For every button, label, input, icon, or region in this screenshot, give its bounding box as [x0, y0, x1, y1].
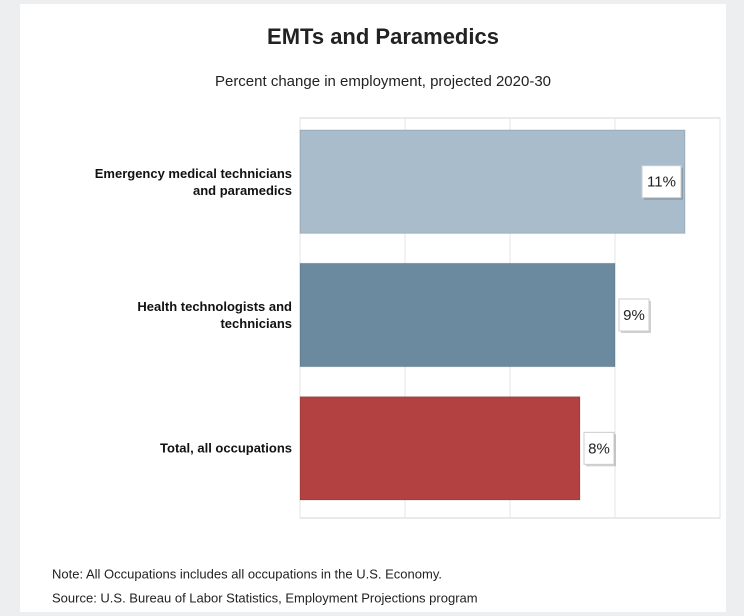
note: Note: All Occupations includes all occup…: [52, 566, 442, 581]
value-label: 11%: [647, 174, 676, 191]
value-label-box: [618, 298, 650, 332]
chart-title: EMTs and Paramedics: [267, 24, 499, 49]
value-label-box: [583, 431, 615, 465]
bar: [299, 129, 686, 234]
source: Source: U.S. Bureau of Labor Statistics,…: [52, 590, 478, 605]
category-label: Total, all occupations: [160, 440, 292, 456]
bar: [299, 262, 616, 368]
category-label: Emergency medical technicians and parame…: [94, 165, 292, 198]
category-label: Health technologists and technicians: [137, 299, 292, 331]
value-label-box: [641, 165, 682, 199]
chart-subtitle: Percent change in employment, projected …: [215, 73, 551, 90]
value-label: 9%: [623, 307, 645, 324]
bar: [299, 396, 581, 501]
value-label: 8%: [588, 440, 610, 457]
